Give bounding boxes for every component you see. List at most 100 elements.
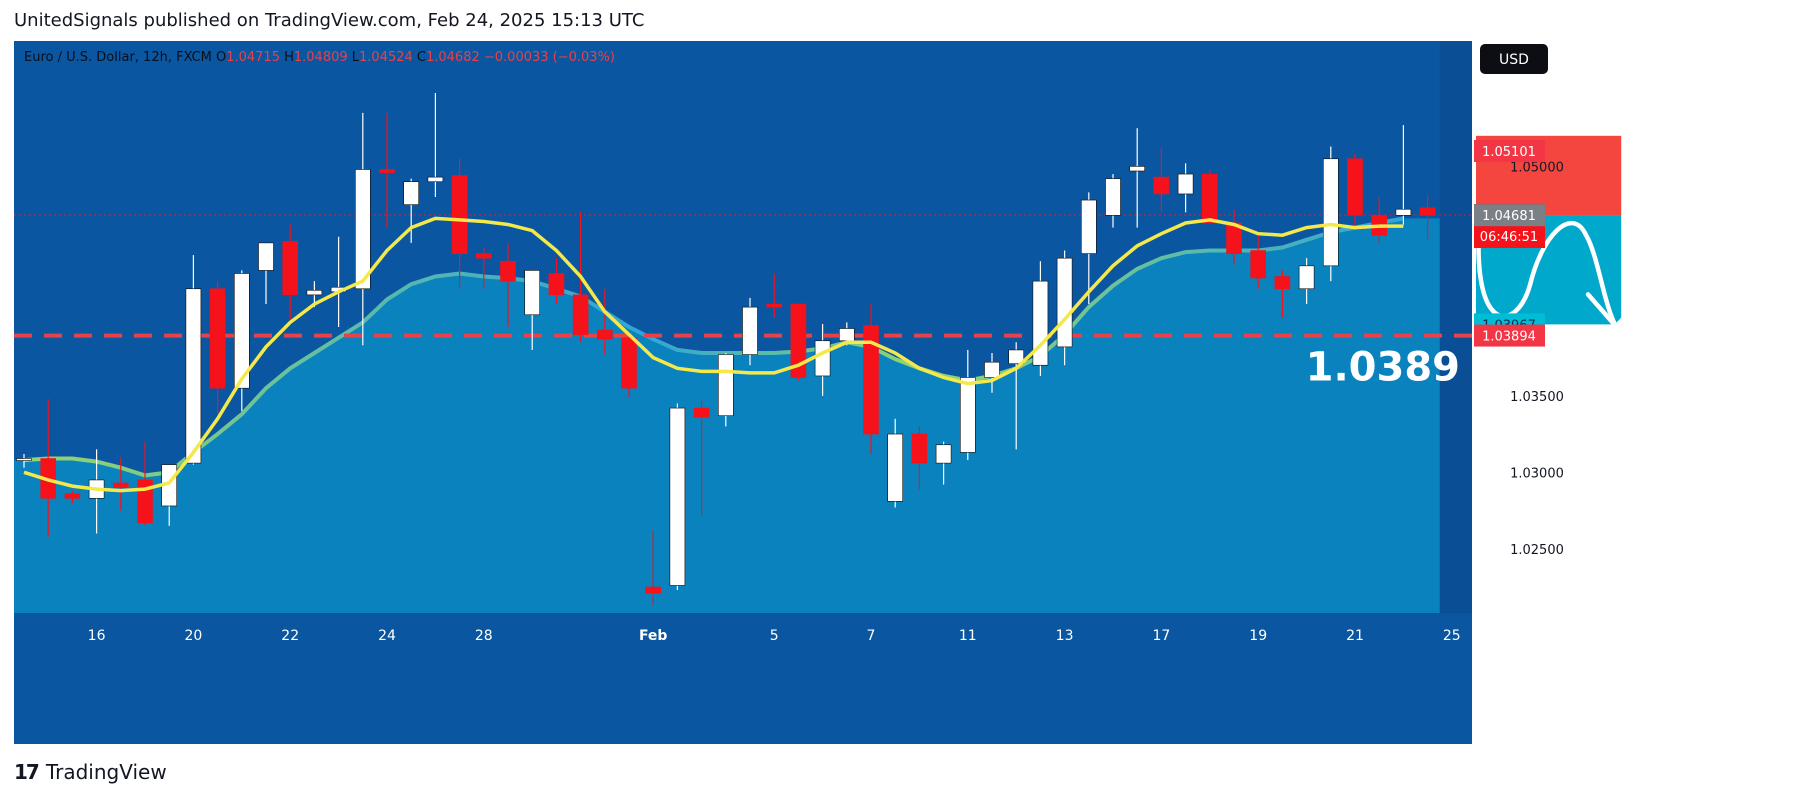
candle-body (403, 181, 420, 205)
candle-body (572, 294, 589, 335)
candle (1081, 192, 1097, 305)
candle-body (451, 175, 468, 254)
future-area-background (1439, 41, 1472, 613)
candle (475, 247, 492, 289)
candle (935, 441, 952, 485)
candle-body (669, 407, 686, 586)
candle (1129, 128, 1145, 228)
candle-body (1274, 276, 1291, 290)
price-axis-tick-label: 1.05000 (1510, 160, 1564, 175)
candle (887, 418, 904, 508)
symbol-legend: Euro / U.S. Dollar, 12h, FXCM O1.04715 H… (24, 50, 615, 65)
time-axis-tick-label: 22 (281, 628, 299, 644)
candle (1177, 163, 1194, 213)
candle (1226, 209, 1242, 265)
candle (645, 530, 662, 606)
candle (1347, 154, 1363, 228)
candle (500, 242, 516, 327)
candle (354, 112, 371, 346)
time-axis-tick-label: 25 (1443, 628, 1461, 644)
candle-body (64, 493, 81, 499)
candle-body (887, 433, 904, 502)
time-axis-tick-label: 7 (867, 628, 876, 644)
candle-body (282, 241, 299, 296)
time-axis-tick-label: Feb (639, 628, 668, 644)
slow-moving-average-line (23, 216, 1404, 478)
time-axis-tick-label: 11 (959, 628, 977, 644)
price-axis-tick-label: 1.03500 (1510, 390, 1564, 405)
legend-segment: 1.04524 (359, 50, 417, 65)
legend-segment: L (352, 50, 360, 65)
candle (234, 270, 250, 412)
candle (282, 224, 299, 320)
candle-body (911, 433, 928, 464)
candle (548, 258, 565, 305)
legend-segment: H (284, 50, 294, 65)
candle (742, 297, 758, 366)
candle-body (717, 354, 734, 417)
time-axis-tick-label: 20 (184, 628, 202, 644)
candle (911, 426, 928, 490)
candle (1250, 235, 1266, 289)
published-by-header: UnitedSignals published on TradingView.c… (14, 10, 645, 31)
candle-body (766, 303, 783, 308)
legend-segment: −0.00033 (−0.03%) (484, 50, 615, 65)
arrow-head (1585, 292, 1649, 329)
candle (1298, 258, 1315, 305)
candle-body (935, 444, 952, 464)
tradingview-logo[interactable]: 17 TradingView (14, 760, 167, 784)
legend-segment: Euro (24, 50, 58, 65)
candle (1323, 146, 1339, 282)
price-axis-label-text: 1.03894 (1482, 330, 1536, 345)
candle-body (621, 337, 637, 389)
price-axis-label: 1.04681 (1474, 204, 1545, 227)
legend-segment: 1.04715 (226, 50, 284, 65)
candle (863, 304, 879, 454)
price-axis-label-text: 1.05101 (1482, 145, 1536, 160)
candle (258, 242, 274, 305)
candle-body (1419, 207, 1436, 216)
candle (451, 158, 468, 289)
price-axis-label: 1.03894 (1474, 324, 1545, 347)
candle (693, 400, 710, 516)
candle-body (814, 340, 831, 377)
currency-button-bg (1480, 44, 1548, 74)
bar-countdown-text: 06:46:51 (1480, 230, 1538, 245)
candle (766, 273, 783, 318)
candle (669, 403, 686, 591)
candle (621, 334, 637, 398)
candle-body (1298, 265, 1315, 290)
price-axis-label-bg (1474, 324, 1545, 347)
candle (1202, 169, 1218, 225)
legend-segment: 1.04682 (426, 50, 484, 65)
candle-body (693, 407, 710, 418)
candle-body (596, 329, 613, 340)
candle-body (1008, 349, 1025, 365)
time-axis-tick-label: Mar (1608, 628, 1635, 644)
candle (1032, 261, 1049, 376)
candle-body (1202, 173, 1218, 224)
candle (1153, 148, 1170, 213)
candle-body (1323, 158, 1339, 267)
candle-body (1153, 176, 1170, 195)
candle-body (113, 482, 129, 488)
price-axis-label: 1.05101 (1474, 139, 1545, 162)
price-axis-label-bg (1474, 204, 1545, 227)
chart-container[interactable]: 1.0389 Euro / U.S. Dollar, 12h, FXCM O1.0… (14, 41, 1779, 744)
time-axis-tick-label: 13 (1056, 628, 1074, 644)
candle-body (1347, 158, 1363, 216)
time-axis-tick-label: 19 (1249, 628, 1267, 644)
candle-body (1081, 199, 1097, 254)
candle (209, 281, 226, 415)
candle-body (475, 253, 492, 259)
candle (1395, 125, 1412, 225)
candle (16, 453, 32, 468)
currency-button[interactable]: USD (1480, 44, 1548, 74)
candle (185, 255, 202, 465)
candle-body (959, 377, 976, 453)
time-axis-tick-label: 5 (770, 628, 779, 644)
time-axis-tick-label: 28 (475, 628, 493, 644)
legend-segment: C (417, 50, 426, 65)
candle-body (185, 288, 202, 464)
